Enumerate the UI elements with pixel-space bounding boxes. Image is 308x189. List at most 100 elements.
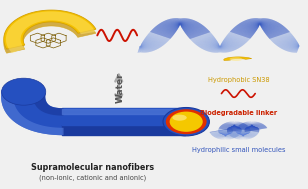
Polygon shape [142,42,157,49]
Polygon shape [220,46,222,53]
Polygon shape [241,22,257,30]
Polygon shape [183,23,201,31]
Polygon shape [293,45,299,53]
Polygon shape [239,125,259,130]
Polygon shape [211,45,219,52]
Polygon shape [228,124,245,128]
Polygon shape [228,122,239,128]
Polygon shape [214,132,233,137]
Polygon shape [143,42,158,49]
Polygon shape [210,129,233,133]
Polygon shape [260,18,266,25]
Polygon shape [230,122,241,128]
Polygon shape [194,36,214,43]
Polygon shape [270,32,290,39]
Polygon shape [214,132,232,137]
Polygon shape [284,42,298,50]
Polygon shape [225,37,245,44]
Polygon shape [213,132,233,136]
Polygon shape [231,132,250,136]
Polygon shape [164,21,178,28]
Polygon shape [223,124,241,129]
Polygon shape [237,127,259,131]
Polygon shape [286,43,298,51]
Polygon shape [182,22,197,29]
Polygon shape [144,40,161,47]
Polygon shape [221,133,233,139]
Polygon shape [152,29,173,36]
Polygon shape [281,41,297,49]
Polygon shape [243,134,244,139]
Polygon shape [208,44,219,52]
Polygon shape [220,133,235,138]
Polygon shape [211,130,233,134]
Polygon shape [231,30,252,37]
Polygon shape [227,127,249,131]
Polygon shape [236,132,256,136]
Polygon shape [236,132,256,136]
Polygon shape [174,18,180,26]
Polygon shape [236,132,255,137]
Polygon shape [140,46,143,53]
Polygon shape [239,133,249,139]
Polygon shape [223,124,241,129]
Polygon shape [249,122,257,128]
Polygon shape [180,18,184,25]
Polygon shape [238,133,250,139]
Polygon shape [227,35,247,42]
Polygon shape [228,124,245,128]
Polygon shape [146,36,166,43]
Polygon shape [238,133,251,138]
Polygon shape [276,38,295,46]
Polygon shape [232,30,252,37]
Polygon shape [212,131,233,136]
Polygon shape [222,125,241,129]
Polygon shape [245,127,267,131]
Polygon shape [229,122,238,128]
Polygon shape [155,27,174,34]
Polygon shape [262,22,279,30]
Polygon shape [157,25,176,32]
Polygon shape [220,46,221,53]
Polygon shape [220,133,229,139]
Polygon shape [250,19,259,26]
Polygon shape [249,122,254,128]
Polygon shape [219,133,230,139]
Polygon shape [182,22,198,29]
Polygon shape [245,125,264,129]
Polygon shape [261,19,272,27]
Polygon shape [224,133,228,139]
Text: Hydrophilic small molecules: Hydrophilic small molecules [192,147,285,153]
Polygon shape [261,20,273,27]
Polygon shape [239,133,246,139]
Polygon shape [238,126,259,130]
Polygon shape [211,130,233,134]
Polygon shape [245,124,264,129]
Polygon shape [227,126,248,130]
Polygon shape [140,46,142,53]
Polygon shape [218,131,239,135]
Polygon shape [241,124,259,128]
Polygon shape [248,122,258,128]
Polygon shape [167,20,179,27]
Polygon shape [219,133,236,137]
Polygon shape [245,20,258,28]
Polygon shape [245,127,266,131]
Polygon shape [260,18,265,25]
Polygon shape [258,18,260,25]
Polygon shape [229,131,250,135]
Polygon shape [231,132,250,136]
Polygon shape [227,125,246,129]
Polygon shape [181,19,192,27]
Polygon shape [186,27,205,34]
Polygon shape [250,122,254,128]
Polygon shape [219,128,241,132]
Polygon shape [211,45,219,52]
Polygon shape [224,124,241,128]
Polygon shape [260,18,261,24]
Polygon shape [218,131,240,135]
Polygon shape [184,25,202,32]
Polygon shape [236,130,257,134]
Polygon shape [241,124,258,128]
Polygon shape [219,129,241,132]
